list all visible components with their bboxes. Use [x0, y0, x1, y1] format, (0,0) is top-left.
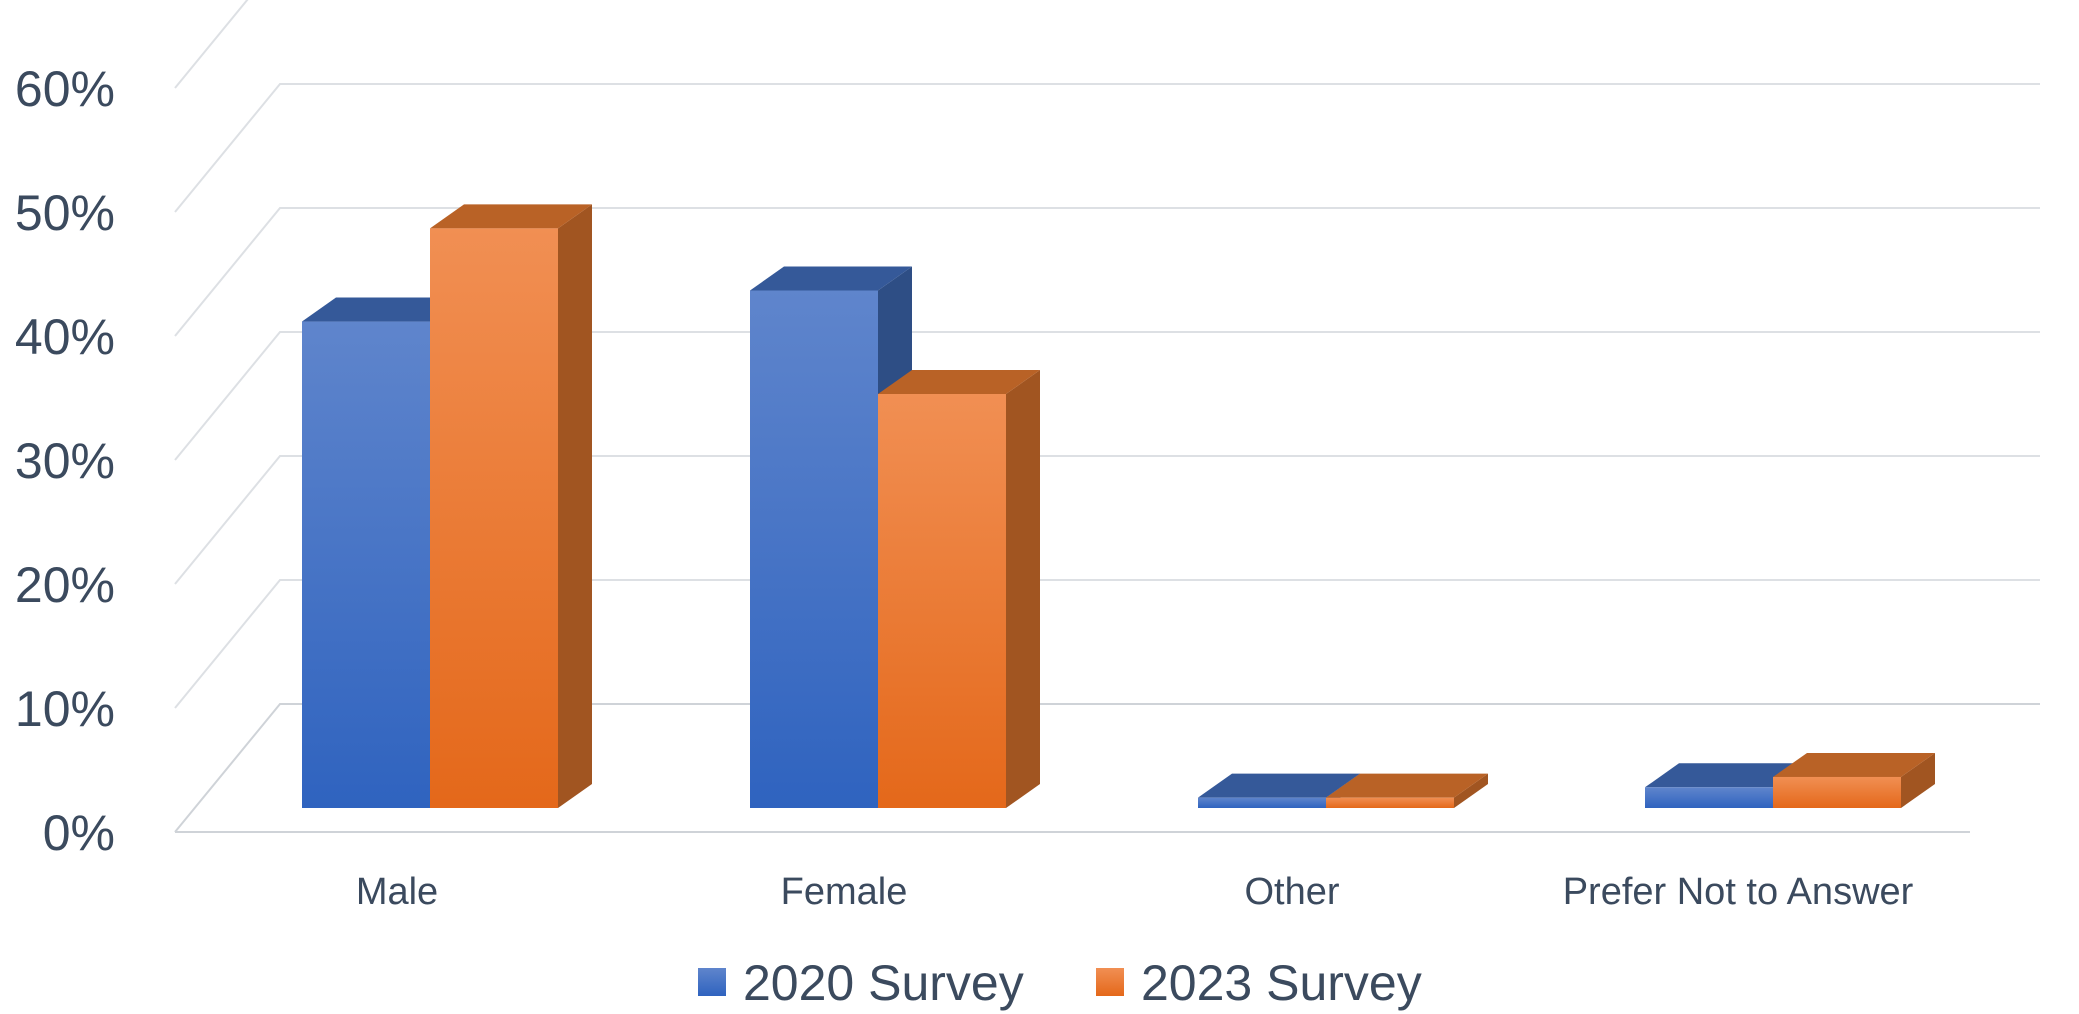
legend-label: 2020 Survey — [743, 955, 1024, 1011]
gridline — [174, 455, 2040, 585]
legend: 2020 Survey 2023 Survey — [698, 955, 1422, 1011]
y-tick-label: 10% — [15, 681, 115, 737]
bar-front-face — [878, 394, 1006, 808]
bar-top-face — [750, 266, 912, 291]
x-axis-category-labels: Male Female Other Prefer Not to Answer — [356, 871, 1914, 913]
bar-top-face — [1326, 773, 1488, 798]
gridline — [174, 83, 2040, 213]
legend-item: 2020 Survey — [698, 955, 1024, 1011]
x-category-label: Other — [1244, 871, 1339, 913]
bar-front-face — [1645, 787, 1773, 808]
legend-swatch — [1096, 968, 1124, 996]
y-axis-tick-labels: 0% 10% 20% 30% 40% 50% 60% — [15, 61, 115, 861]
bar-top-face — [1773, 752, 1935, 777]
x-category-label: Female — [781, 871, 908, 913]
y-tick-label: 40% — [15, 309, 115, 365]
bars — [302, 204, 1935, 808]
y-tick-label: 30% — [15, 433, 115, 489]
bar-front-face — [1326, 797, 1454, 808]
y-tick-label: 60% — [15, 61, 115, 117]
gridlines — [174, 0, 2040, 833]
legend-item: 2023 Survey — [1096, 955, 1422, 1011]
gridline — [174, 703, 2040, 833]
gridline — [174, 579, 2040, 709]
bar-2023-survey-other — [1326, 773, 1488, 808]
bar-top-face — [1645, 763, 1807, 788]
bar-side-face — [558, 204, 592, 808]
bar-side-face — [1901, 752, 1935, 808]
bar-2023-survey-female — [878, 370, 1040, 808]
x-category-label: Prefer Not to Answer — [1563, 871, 1914, 913]
bar-2023-survey-prefer-not-to-answer — [1773, 752, 1935, 808]
legend-label: 2023 Survey — [1141, 955, 1422, 1011]
bar-top-face — [302, 297, 464, 322]
y-tick-label: 0% — [43, 805, 115, 861]
bar-front-face — [1198, 797, 1326, 808]
gridline — [174, 0, 249, 89]
bar-side-face — [1006, 370, 1040, 808]
bar-2023-survey-male — [430, 204, 592, 808]
bar-front-face — [1773, 776, 1901, 808]
x-category-label: Male — [356, 871, 438, 913]
y-tick-label: 50% — [15, 185, 115, 241]
gridline — [174, 207, 2040, 337]
bar-top-face — [1198, 773, 1360, 798]
bar-top-face — [430, 204, 592, 229]
bar-front-face — [430, 228, 558, 808]
y-tick-label: 20% — [15, 557, 115, 613]
legend-swatch — [698, 968, 726, 996]
bar-front-face — [750, 290, 878, 808]
bar-side-face — [1454, 773, 1488, 808]
gridline — [174, 331, 2040, 461]
bar-top-face — [878, 370, 1040, 394]
bar-front-face — [302, 321, 430, 808]
